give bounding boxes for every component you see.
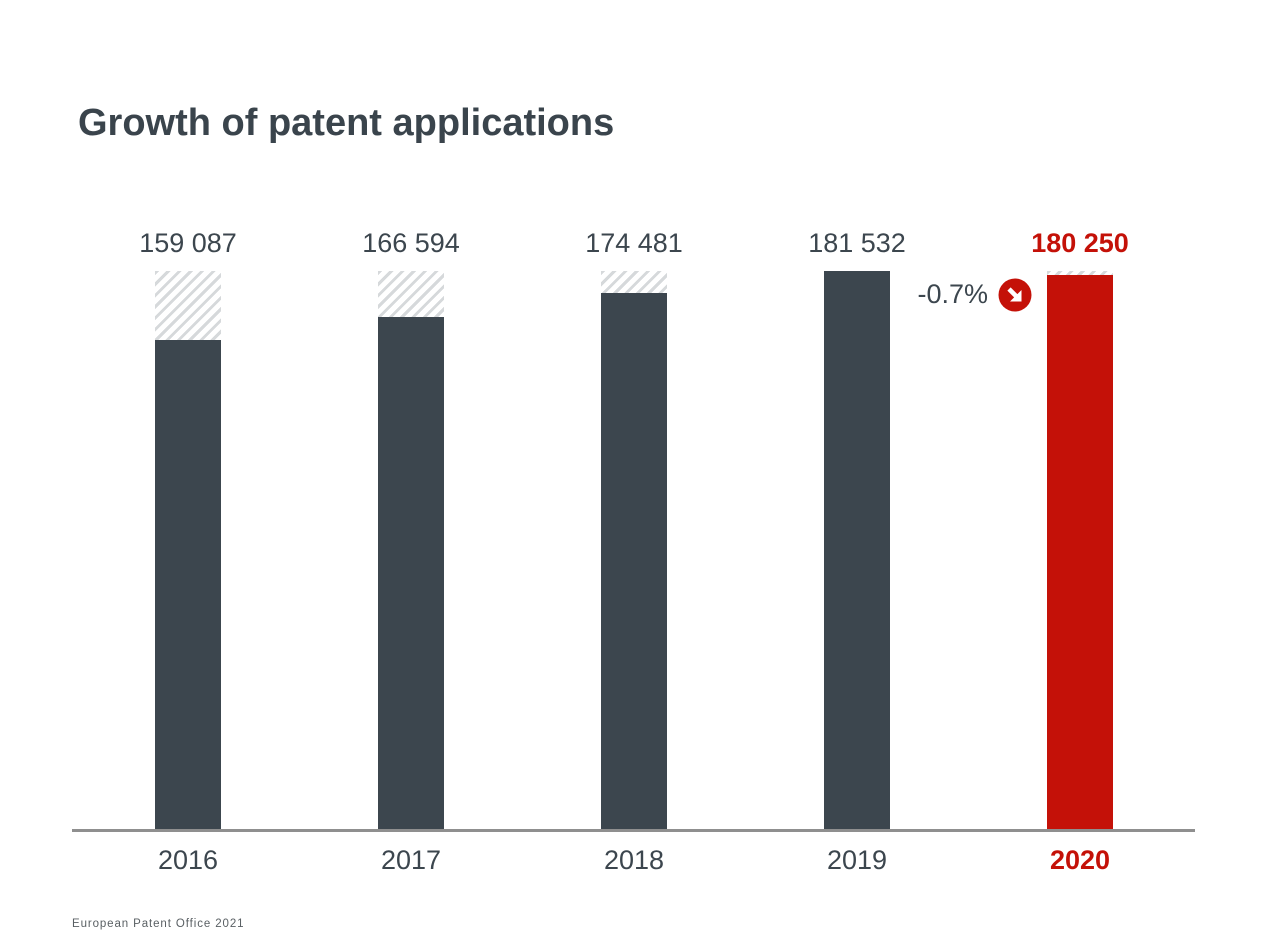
value-label-2018: 174 481 <box>585 228 683 258</box>
bar-hatch-segment <box>601 271 667 293</box>
bar-2019 <box>824 271 890 829</box>
value-label-2019: 181 532 <box>808 228 906 258</box>
arrow-down-right-circle-icon <box>998 278 1032 312</box>
x-axis-line <box>72 829 1195 832</box>
bar-2016 <box>155 340 221 829</box>
value-label-2020: 180 250 <box>1031 228 1129 258</box>
value-label-2017: 166 594 <box>362 228 460 258</box>
value-label-2016: 159 087 <box>139 228 237 258</box>
bar-2020 <box>1047 275 1113 829</box>
x-label-2020: 2020 <box>1049 845 1111 875</box>
bar-2018 <box>601 293 667 829</box>
x-label-2017: 2017 <box>380 845 442 875</box>
bar-hatch-segment <box>155 271 221 340</box>
x-label-2016: 2016 <box>157 845 219 875</box>
change-annotation: -0.7% <box>917 279 988 309</box>
source-note: European Patent Office 2021 <box>72 918 245 930</box>
x-label-2018: 2018 <box>603 845 665 875</box>
bar-2017 <box>378 317 444 829</box>
x-label-2019: 2019 <box>826 845 888 875</box>
bar-hatch-segment <box>1047 271 1113 275</box>
bar-hatch-segment <box>378 271 444 317</box>
chart-title: Growth of patent applications <box>78 102 615 144</box>
